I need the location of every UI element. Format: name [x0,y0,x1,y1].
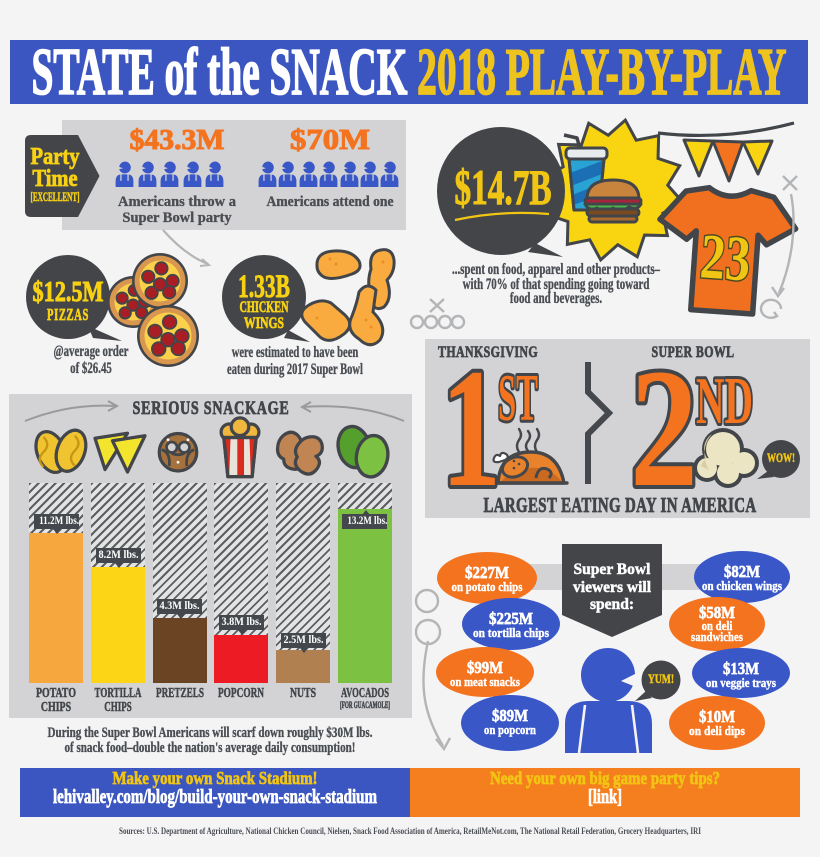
svg-text:ND: ND [696,364,753,438]
svg-text:23: 23 [698,220,753,294]
svg-text:1: 1 [441,362,501,502]
svg-text:2: 2 [630,362,698,502]
svg-text:ST: ST [498,362,538,435]
